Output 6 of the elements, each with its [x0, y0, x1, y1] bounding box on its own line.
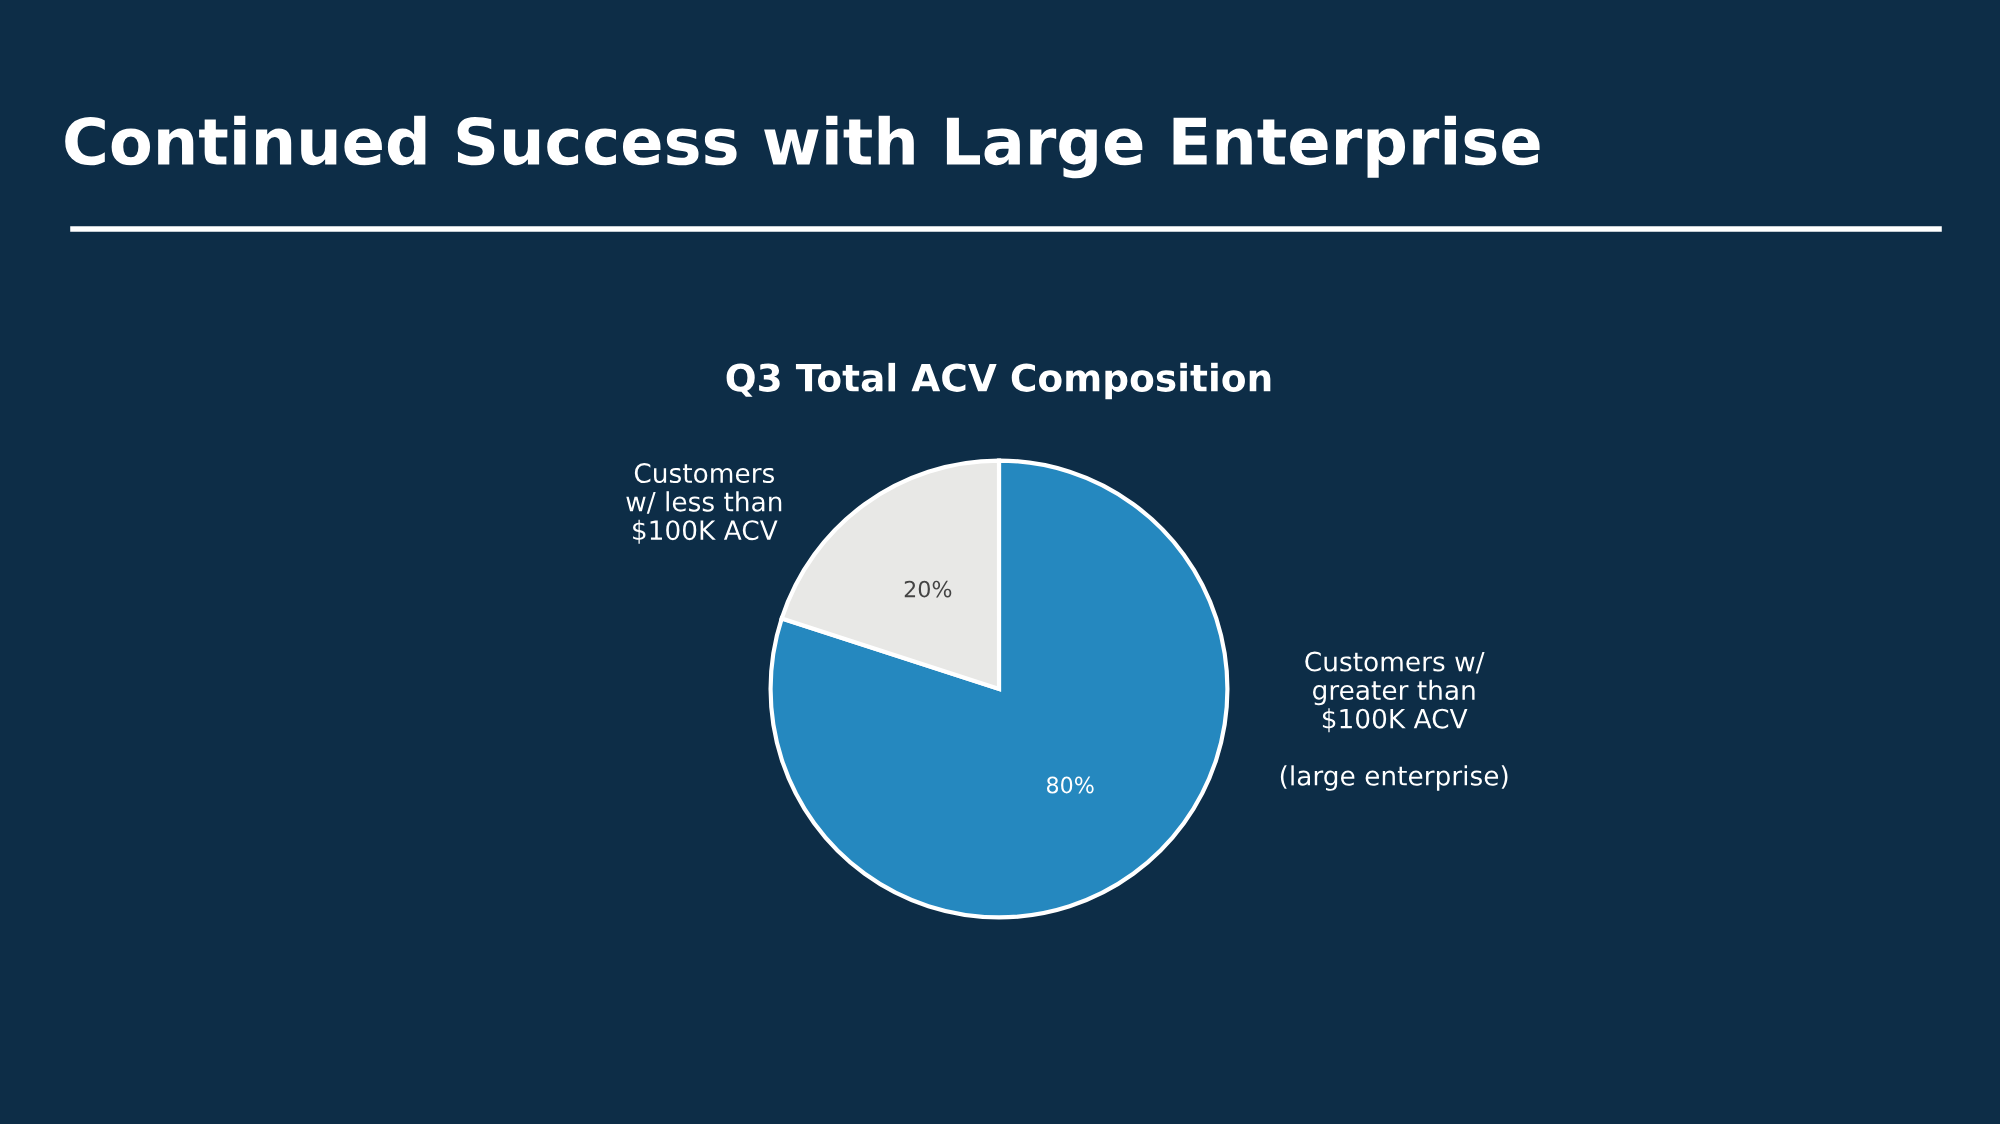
slice-label: Customers w/ less than $100K ACV: [626, 463, 782, 544]
data-label: 80%: [1046, 776, 1094, 794]
data-label: 20%: [904, 580, 952, 598]
chart-title: Continued Success with Large Enterprise: [65, 115, 1540, 179]
category-label: Customers w/ greater than $100K ACV (large enterprise): [1280, 651, 1508, 791]
chart-subtitle: Q3 Total ACV Composition: [726, 362, 1271, 400]
